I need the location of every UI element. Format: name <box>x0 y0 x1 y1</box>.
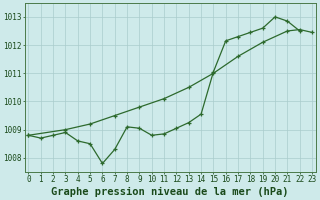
X-axis label: Graphe pression niveau de la mer (hPa): Graphe pression niveau de la mer (hPa) <box>52 187 289 197</box>
